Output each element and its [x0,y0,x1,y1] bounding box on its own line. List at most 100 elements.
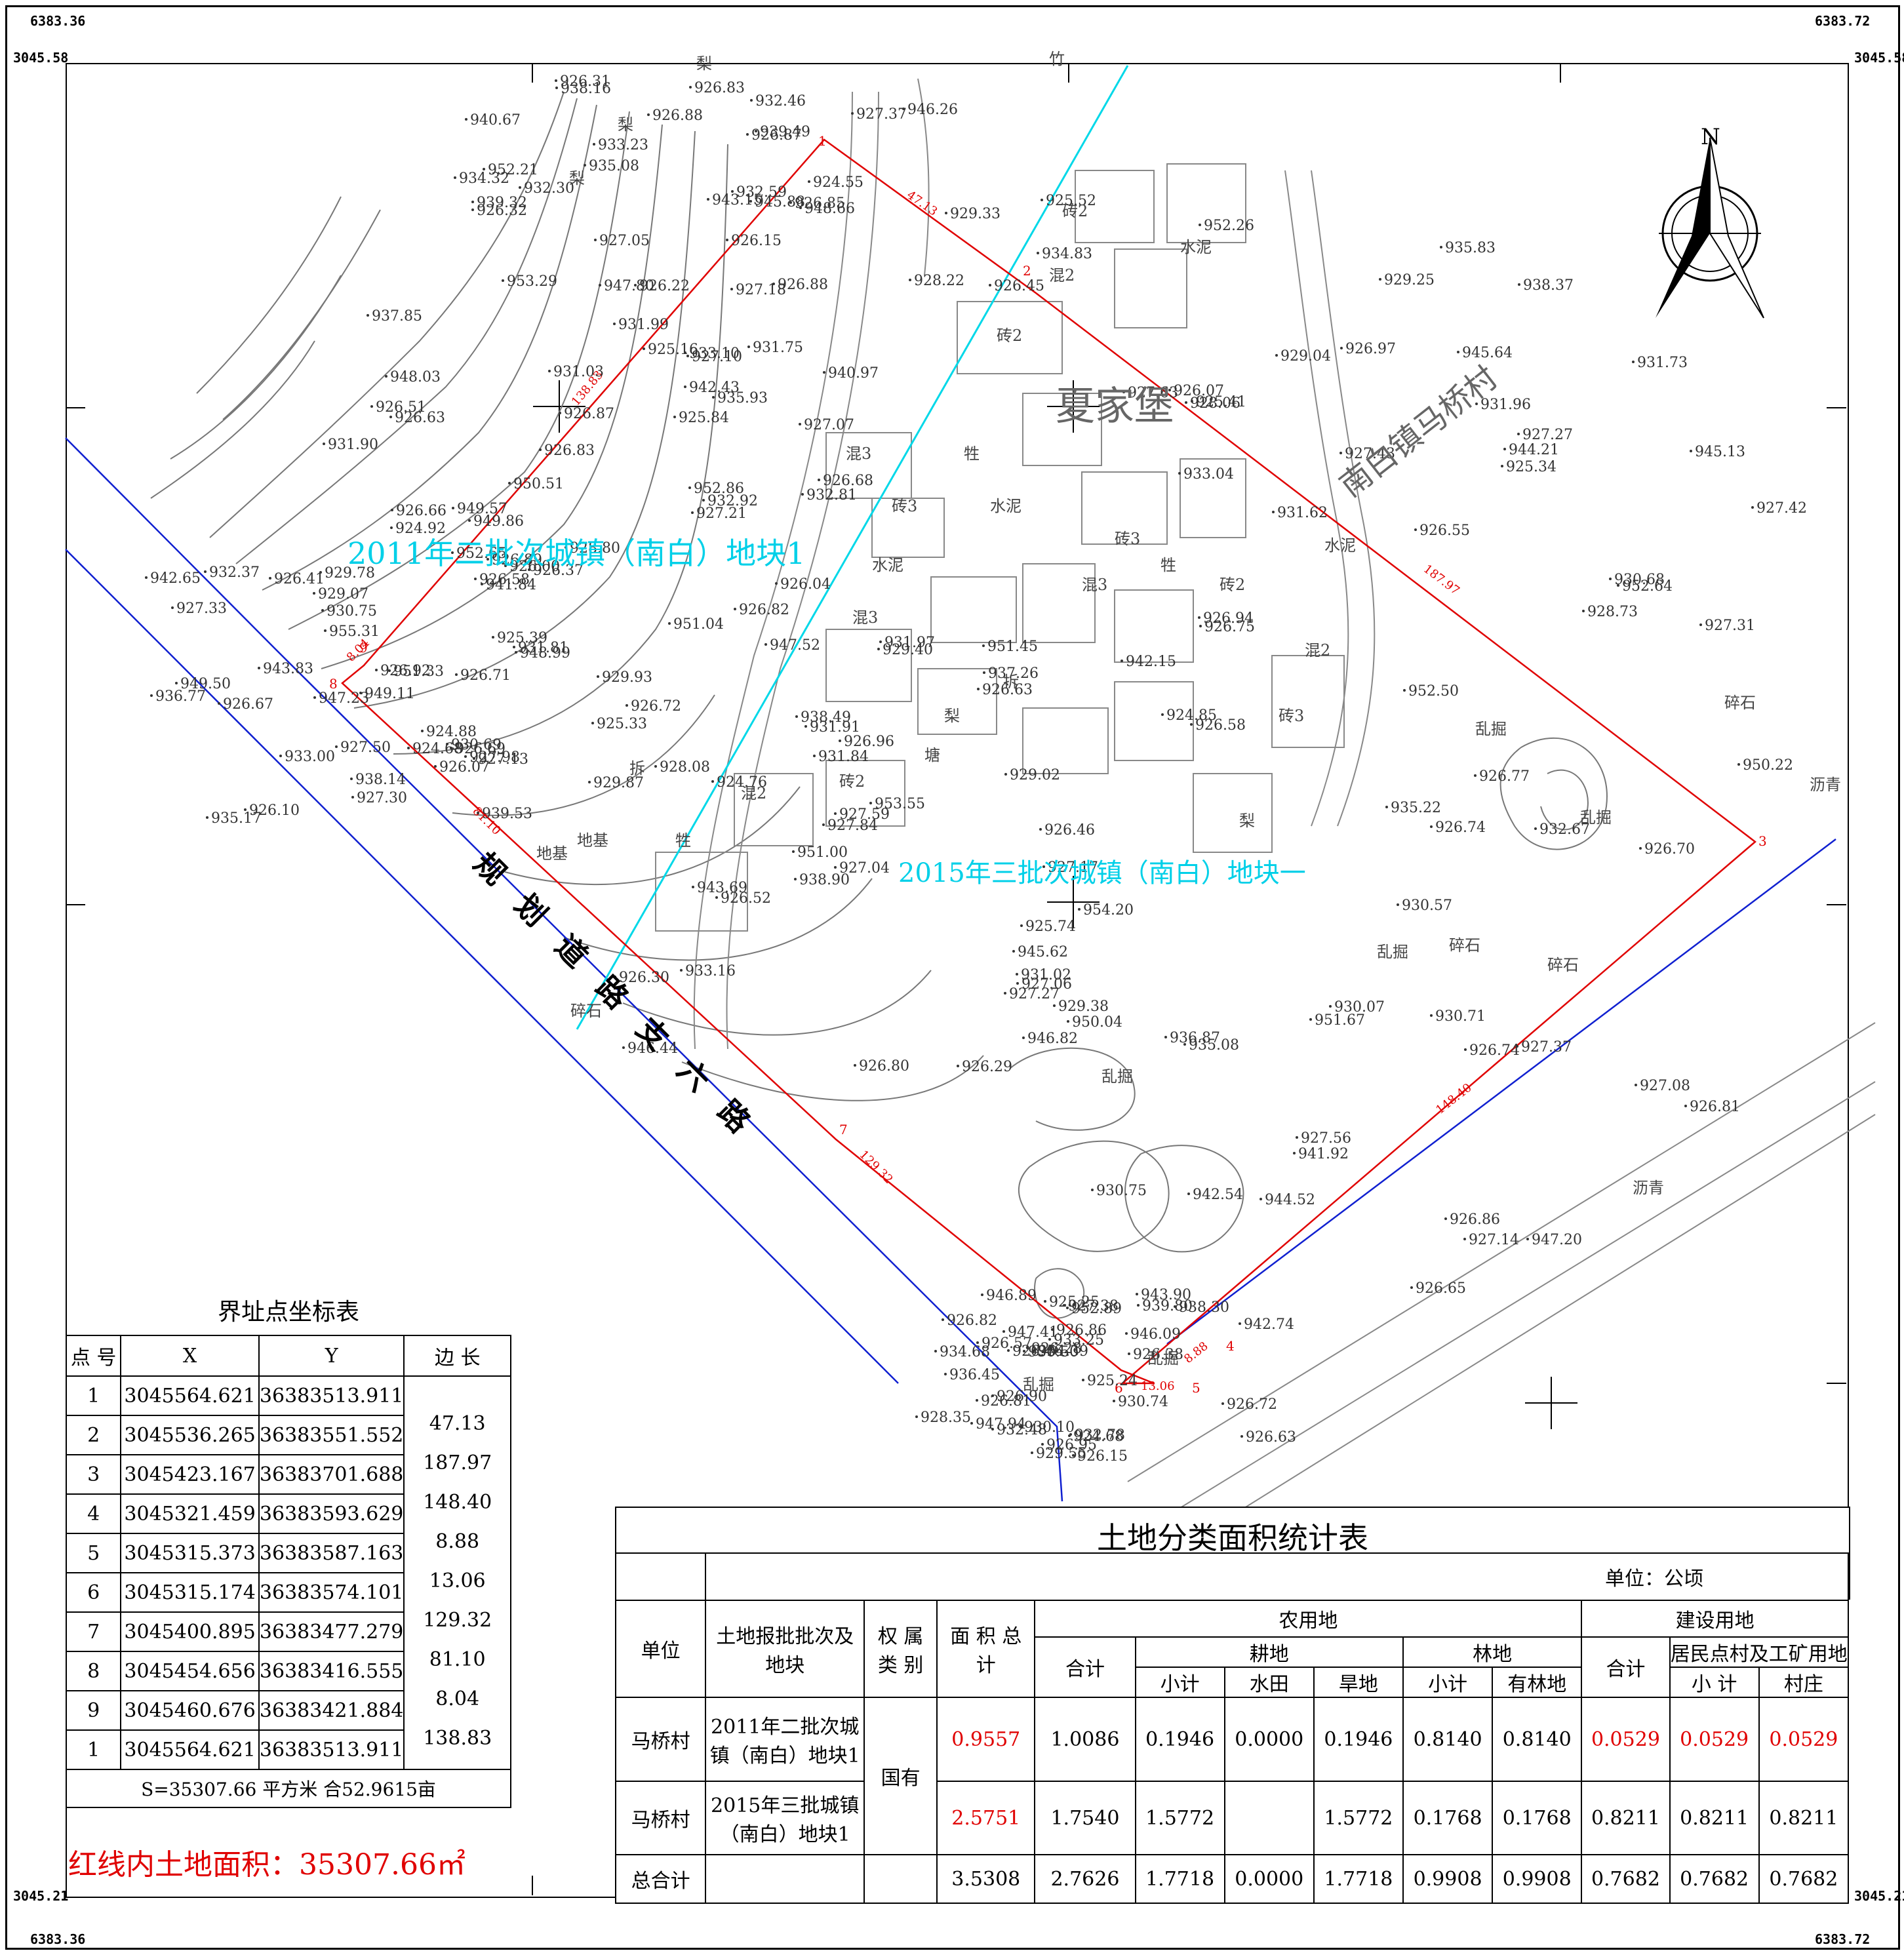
elevation-dot [1751,506,1754,509]
elevation-label: 927.04 [839,860,890,877]
h-batch: 土地报批批次及地块 [705,1600,865,1698]
boundary-cell-no: 5 [65,1533,122,1573]
elevation-dot [712,396,715,399]
elevation-dot [688,486,691,489]
elevation-dot [1503,448,1506,450]
elevation-label: 947.41 [1008,1324,1058,1341]
boundary-row: 2 3045536.265 36383551.552 187.97 [65,1415,511,1474]
elevation-label: 931.99 [618,317,669,333]
elevation-dot [1002,1330,1005,1333]
elevation-label: 926.74 [1435,819,1486,836]
table-cell: 0.0529 [1669,1697,1760,1782]
marker: 乱掘 [1023,1375,1054,1394]
village-label: 夏家堡 [1056,384,1174,429]
elevation-dot [555,87,558,89]
elevation-label: 927.27 [1522,427,1573,443]
elevation-label: 926.88 [652,108,703,124]
elevation-dot [1198,616,1200,619]
elevation-label: 948.66 [804,201,855,217]
land-table: 单位：公顷 单位 土地报批批次及地块 权 属 类 别 面 积 总 计 农用地 建… [614,1552,1850,1904]
elevation-dot [477,812,479,814]
elevation-dot [1185,401,1187,404]
elevation-labels: 945.88948.03947.23946.44944.21942.54939.… [145,73,1807,1465]
elevation-label: 932.81 [806,487,857,503]
table-cell: 0.0000 [1223,1697,1315,1782]
elevation-dot [1339,452,1342,454]
elevation-label: 945.64 [1462,345,1513,361]
elevation-dot [1023,1350,1025,1352]
elevation-label: 926.28 [1031,1341,1082,1357]
elevation-dot [313,592,315,595]
elevation-label: 934.83 [1042,246,1092,262]
elevation-label: 942.65 [150,570,201,587]
table-cell: 0.8140 [1402,1697,1494,1782]
elevation-dot [755,130,757,132]
elevation-label: 926.15 [731,233,782,249]
elevation-dot [613,323,616,325]
table-row: 单位：公顷 [614,1552,1849,1601]
marker: 砖2 [839,772,865,791]
elevation-label: 952.89 [1071,1301,1122,1317]
elevation-label: 926.52 [721,890,771,907]
elevation-dot [839,740,841,742]
elevation-label: 934.68 [940,1344,990,1360]
boundary-cell-edge: 138.83 [403,1710,511,1750]
table-cell [1223,1781,1315,1855]
point-label: 1 [818,133,827,149]
h-village: 村庄 [1758,1667,1850,1698]
elevation-dot [1430,825,1433,828]
elevation-label: 926.72 [631,698,681,715]
elevation-label: 942.54 [1193,1187,1243,1203]
marker: 水泥 [872,556,903,574]
marker: 梨 [696,54,712,73]
elevation-label: 930.74 [1118,1394,1168,1410]
marker: 乱掘 [1147,1349,1179,1368]
elevation-dot [519,186,521,189]
elevation-dot [1121,660,1123,662]
table-cell: 总合计 [614,1854,707,1904]
elevation-label: 941.84 [486,577,536,593]
elevation-dot [772,283,775,285]
elevation-label: 951.04 [673,616,724,633]
elevation-label: 926.04 [780,576,831,593]
boundary-cell-x: 3045564.621 [120,1729,260,1770]
edge-label: 187.97 [1421,562,1462,598]
elevation-label: 926.32 [477,203,527,219]
north-label: N [1701,124,1720,150]
elevation-dot [1526,1238,1529,1240]
boundary-cell-edge: 129.32 [403,1592,511,1632]
parcel-label-2015: 2015年三批次城镇（南白）地块一 [898,858,1306,888]
elevation-dot [1072,1454,1075,1457]
elevation-label: 939.49 [760,124,810,140]
elevation-dot [983,671,985,674]
th-no: 点 号 [65,1335,122,1377]
elevation-label: 952.21 [488,162,538,178]
elevation-dot [1091,1189,1094,1191]
planned-road-char: 路 [711,1094,757,1140]
boundary-cell-y: 36383513.911 [258,1729,405,1770]
point-label: 2 [1023,263,1031,279]
elevation-label: 929.02 [1010,767,1060,783]
table-cell: 2.7626 [1034,1854,1136,1904]
table-cell: 0.8211 [1669,1781,1760,1855]
elevation-label: 931.96 [1480,397,1531,413]
marker: 砖3 [892,497,917,515]
elevation-dot [145,576,148,579]
elevation-label: 926.41 [274,571,325,587]
elevation-label: 939.32 [477,195,527,211]
elevation-dot [218,702,220,705]
elevation-label: 926.97 [1345,341,1396,357]
elevation-dot [1069,1433,1072,1436]
elevation-label: 932.48 [997,1422,1047,1438]
elevation-dot [1078,908,1081,911]
h-paddy: 水田 [1223,1667,1315,1698]
elevation-label: 926.55 [1419,523,1470,539]
elevation-dot [421,730,424,732]
elevation-dot [513,646,515,648]
elevation-dot [1221,1402,1224,1405]
boundary-cell-edge [403,1750,511,1789]
elevation-dot [451,551,454,554]
elevation-label: 925.33 [597,716,647,732]
elevation-dot [323,443,325,445]
boundary-cell-edge: 8.88 [403,1514,511,1553]
